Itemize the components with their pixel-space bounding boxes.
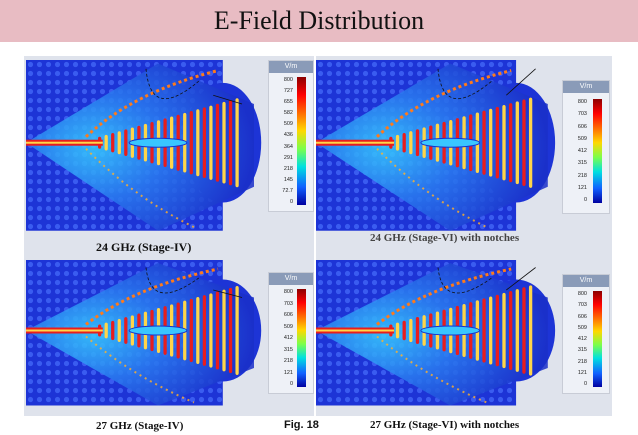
colorbar-tick-label: 582 [283,110,293,117]
figure-label: Fig. 18 [284,419,319,431]
pointer-line [213,289,243,298]
colorbar-unit: V/m [563,81,609,93]
colorbar-tick-label: 703 [283,300,293,307]
colorbar-tick-label: 0 [289,381,293,387]
colorbar-tick-label: 412 [577,148,587,154]
colorbar-tick-label: 509 [283,121,293,128]
pointer-line [213,94,243,105]
colorbar-tick-label: 218 [577,358,587,365]
colorbar-tick-label: 655 [283,99,293,106]
colorbar-tick-label: 218 [283,165,293,172]
colorbar-tick-label: 509 [577,324,587,331]
colorbar-unit: V/m [269,273,313,285]
colorbar-tick-label: 606 [577,313,587,320]
colorbar-27ghz-stage-iv: V/m 800 703 606 509 412 315 218 121 0 [268,272,314,394]
colorbar-tick-label: 0 [583,381,587,387]
colorbar-tick-label: 218 [283,358,293,364]
colorbar-tick-label: 606 [577,123,587,130]
colorbar-unit: V/m [269,61,313,73]
colorbar-24ghz-stage-vi: V/m 800 703 606 509 412 315 218 121 0 [562,80,610,214]
caption-27ghz-stage-vi: 27 GHz (Stage-VI) with notches [370,419,520,431]
colorbar-gradient [593,291,602,387]
caption-27ghz-stage-iv: 27 GHz (Stage-IV) [96,420,184,432]
colorbar-tick-label: 412 [283,335,293,341]
pointer-line [506,267,536,291]
field-plot-24ghz-stage-vi [316,60,560,236]
colorbar-tick-label: 436 [283,132,293,139]
colorbar-tick-label: 218 [577,172,587,179]
colorbar-gradient [297,77,306,205]
colorbar-tick-label: 412 [577,336,587,342]
colorbar-tick-label: 121 [283,369,293,376]
colorbar-27ghz-stage-vi: V/m 800 703 606 509 412 315 218 121 0 [562,274,610,394]
colorbar-tick-label: 315 [283,346,293,353]
colorbar-tick-label: 364 [283,143,293,150]
field-plot-24ghz-stage-iv [26,60,266,236]
pointer-line [506,68,536,96]
colorbar-tick-label: 315 [577,347,587,354]
colorbar-tick-label: 315 [577,160,587,167]
colorbar-tick-label: 800 [283,289,293,295]
title-bar: E-Field Distribution [0,0,638,42]
colorbar-tick-label: 0 [583,197,587,203]
colorbar-tick-label: 703 [577,302,587,309]
hot-fan [98,286,239,375]
colorbar-tick-label: 145 [283,176,293,183]
colorbar-tick-label: 703 [577,111,587,118]
colorbar-tick-label: 509 [577,135,587,142]
caption-24ghz-stage-vi: 24 GHz (Stage-VI) with notches [370,232,520,244]
colorbar-tick-label: 121 [577,369,587,376]
colorbar-tick-label: 121 [577,184,587,191]
colorbar-tick-label: 800 [577,99,587,105]
colorbar-tick-label: 800 [283,77,293,83]
colorbar-tick-label: 800 [577,291,587,297]
colorbar-tick-label: 72.7 [282,187,293,194]
colorbar-unit: V/m [563,275,609,287]
colorbar-tick-label: 509 [283,323,293,330]
field-plot-27ghz-stage-vi [316,260,560,410]
colorbar-tick-label: 727 [283,88,293,95]
slide-title: E-Field Distribution [213,6,425,35]
colorbar-tick-label: 0 [289,199,293,205]
colorbar-tick-label: 291 [283,154,293,161]
caption-24ghz-stage-iv: 24 GHz (Stage-IV) [96,240,192,254]
hot-fan [98,98,239,188]
colorbar-gradient [297,289,306,387]
field-plot-27ghz-stage-iv [26,260,266,410]
colorbar-tick-label: 606 [283,312,293,318]
colorbar-gradient [593,99,602,203]
colorbar-24ghz-stage-iv: V/m 800 727 655 582 509 436 364 291 218 145 72.7 0 [268,60,314,212]
